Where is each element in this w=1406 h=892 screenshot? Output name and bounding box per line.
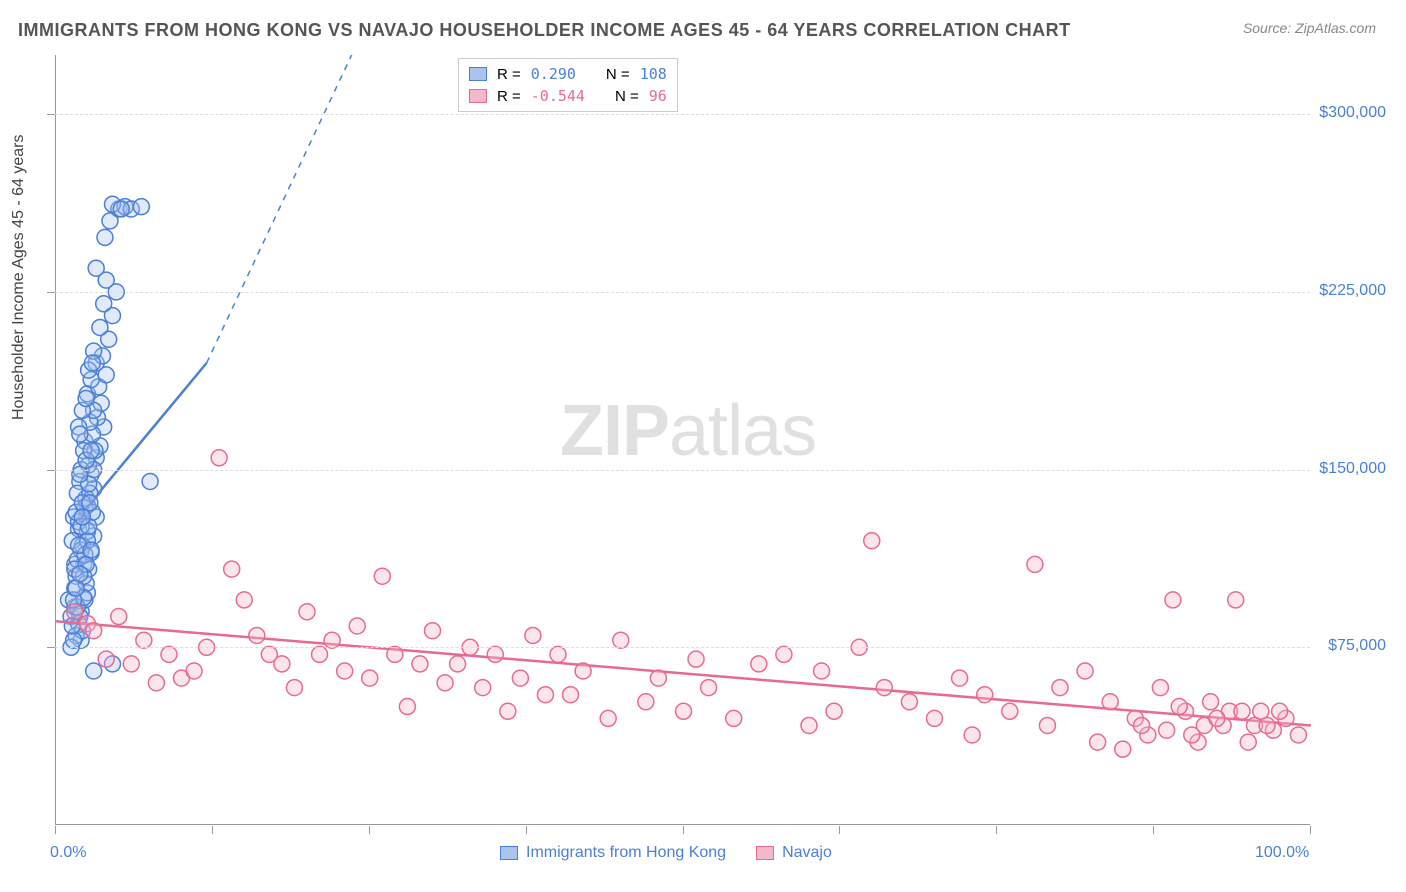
legend-swatch-pink — [469, 89, 487, 103]
x-tick-label: 0.0% — [50, 844, 86, 862]
y-tick-label: $225,000 — [1319, 282, 1386, 300]
legend-label-hongkong: Immigrants from Hong Kong — [526, 844, 726, 862]
chart-plot-area — [55, 55, 1310, 825]
legend-item-navajo: Navajo — [756, 844, 832, 862]
legend-label-navajo: Navajo — [782, 844, 832, 862]
legend-swatch-blue-icon — [500, 846, 518, 860]
grid-line — [55, 114, 1310, 115]
x-tick-mark — [369, 826, 370, 834]
chart-title: IMMIGRANTS FROM HONG KONG VS NAVAJO HOUS… — [18, 20, 1071, 41]
x-tick-mark — [1153, 826, 1154, 834]
y-axis-label: Householder Income Ages 45 - 64 years — [10, 135, 28, 421]
x-tick-label: 100.0% — [1255, 844, 1309, 862]
r-value-hongkong: 0.290 — [531, 65, 576, 83]
grid-line — [55, 470, 1310, 471]
r-label: R = — [497, 66, 521, 83]
y-tick-label: $150,000 — [1319, 460, 1386, 478]
correlation-legend: R = 0.290 N = 108 R = -0.544 N = 96 — [458, 58, 678, 112]
grid-line — [55, 292, 1310, 293]
y-tick-mark — [47, 647, 55, 648]
source-attribution: Source: ZipAtlas.com — [1243, 20, 1376, 36]
legend-item-hongkong: Immigrants from Hong Kong — [500, 844, 726, 862]
y-tick-mark — [47, 470, 55, 471]
n-label: N = — [615, 88, 639, 105]
legend-row-hongkong: R = 0.290 N = 108 — [469, 63, 667, 85]
x-tick-mark — [55, 826, 56, 834]
y-tick-label: $300,000 — [1319, 104, 1386, 122]
x-tick-mark — [839, 826, 840, 834]
scatter-plot-svg — [56, 55, 1311, 825]
r-label: R = — [497, 88, 521, 105]
n-value-hongkong: 108 — [640, 65, 667, 83]
legend-row-navajo: R = -0.544 N = 96 — [469, 85, 667, 107]
n-value-navajo: 96 — [649, 87, 667, 105]
x-tick-mark — [996, 826, 997, 834]
n-label: N = — [606, 66, 630, 83]
x-tick-mark — [526, 826, 527, 834]
x-tick-mark — [1310, 826, 1311, 834]
legend-swatch-pink-icon — [756, 846, 774, 860]
y-tick-mark — [47, 114, 55, 115]
y-tick-label: $75,000 — [1328, 637, 1386, 655]
y-tick-mark — [47, 292, 55, 293]
x-tick-mark — [212, 826, 213, 834]
x-tick-mark — [683, 826, 684, 834]
legend-swatch-blue — [469, 67, 487, 81]
grid-line — [55, 647, 1310, 648]
series-legend: Immigrants from Hong Kong Navajo — [500, 844, 832, 862]
r-value-navajo: -0.544 — [531, 87, 585, 105]
